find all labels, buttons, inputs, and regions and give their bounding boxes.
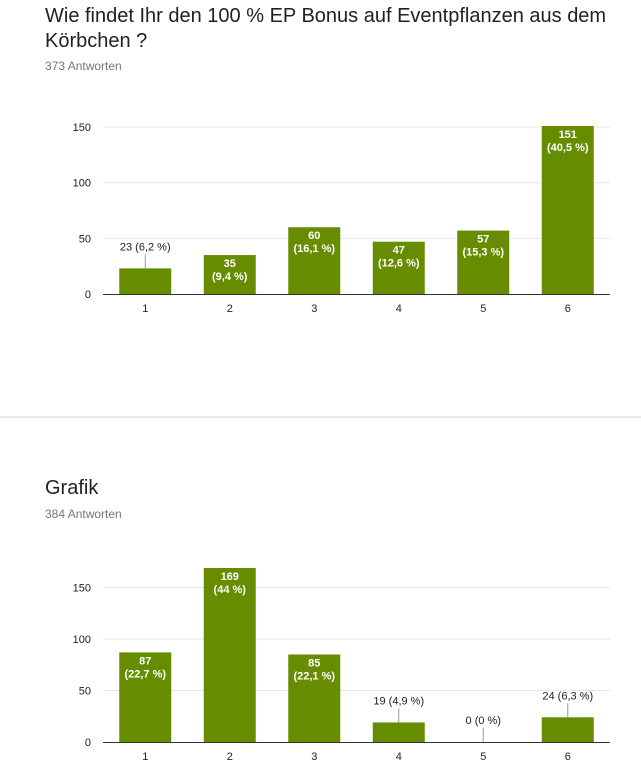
x-tick-label: 6 xyxy=(565,751,571,763)
x-tick-label: 2 xyxy=(227,751,233,763)
data-label: 19 (4,9 %) xyxy=(373,695,424,707)
y-tick-label: 100 xyxy=(73,178,91,190)
data-label: 87 xyxy=(139,655,151,667)
response-count: 384 Antworten xyxy=(45,507,122,521)
x-tick-label: 6 xyxy=(565,303,571,315)
data-label: 85 xyxy=(308,657,320,669)
question-title: Grafik xyxy=(45,477,99,499)
bar xyxy=(203,255,256,294)
x-tick-label: 1 xyxy=(142,751,148,763)
data-label: 23 (6,2 %) xyxy=(120,241,171,253)
question-title: Wie findet Ihr den 100 % EP Bonus auf Ev… xyxy=(45,5,607,52)
data-label: 151 xyxy=(559,129,577,141)
data-label: (15,3 %) xyxy=(462,247,504,259)
bar xyxy=(119,652,172,742)
data-label: 0 (0 %) xyxy=(466,715,501,727)
y-tick-label: 150 xyxy=(73,583,91,595)
bar xyxy=(372,722,425,742)
x-tick-label: 3 xyxy=(311,751,317,763)
x-tick-label: 3 xyxy=(311,303,317,315)
bar xyxy=(541,126,594,294)
data-label: (22,1 %) xyxy=(293,670,335,682)
y-tick-label: 50 xyxy=(79,686,91,698)
bar-chart: 0 50 100 150 1 23 (6,2 %) 2 35(9,4 %) 3 60(16,1 %… xyxy=(73,122,610,315)
data-label: (22,7 %) xyxy=(124,668,166,680)
data-label: (40,5 %) xyxy=(547,142,589,154)
bar xyxy=(288,654,341,742)
bar-chart: 0 50 100 150 1 87(22,7 %) 2 169(44 %) 3 85(22,1 %… xyxy=(73,568,610,763)
data-label: 169 xyxy=(221,571,239,583)
x-tick-label: 2 xyxy=(227,303,233,315)
x-tick-label: 4 xyxy=(396,303,402,315)
question-card-1: Wie findet Ihr den 100 % EP Bonus auf Ev… xyxy=(45,5,610,315)
data-label: 24 (6,3 %) xyxy=(542,690,593,702)
data-label: (9,4 %) xyxy=(212,271,248,283)
data-label: 47 xyxy=(393,245,405,257)
card-divider xyxy=(0,416,641,418)
x-tick-label: 1 xyxy=(142,303,148,315)
question-card-2: Grafik 384 Antworten 0 50 100 150 1 87 (22,7 %… xyxy=(0,418,641,764)
y-tick-label: 50 xyxy=(79,233,91,245)
y-tick-label: 0 xyxy=(85,289,91,301)
x-tick-label: 5 xyxy=(480,751,486,763)
bar xyxy=(288,227,341,294)
y-tick-label: 100 xyxy=(73,634,91,646)
data-label: (44 %) xyxy=(214,584,247,596)
bar xyxy=(372,241,425,294)
bar xyxy=(457,230,510,294)
data-label: 60 xyxy=(308,230,320,242)
data-label: (12,6 %) xyxy=(378,258,420,270)
bar xyxy=(541,717,594,742)
bar xyxy=(203,568,256,742)
y-tick-label: 150 xyxy=(73,122,91,134)
response-count: 373 Antworten xyxy=(45,59,122,73)
data-label: 35 xyxy=(224,258,236,270)
data-label: 57 xyxy=(477,234,489,246)
x-tick-label: 5 xyxy=(480,303,486,315)
x-tick-label: 4 xyxy=(396,751,402,763)
y-tick-label: 0 xyxy=(85,737,91,749)
bar xyxy=(119,268,172,294)
data-label: (16,1 %) xyxy=(293,243,335,255)
